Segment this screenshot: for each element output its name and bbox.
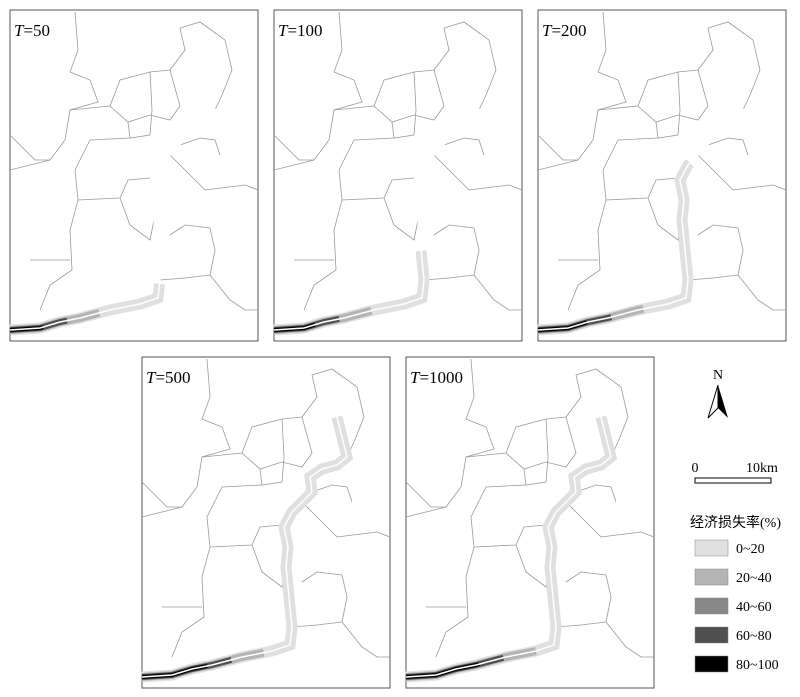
river [9, 69, 216, 331]
river [141, 416, 348, 678]
map-panel: T=1000 [405, 356, 655, 689]
panel-symbol: T [410, 368, 421, 387]
panel-period: =100 [287, 21, 322, 40]
panel-period: =50 [23, 21, 50, 40]
legend-swatch [694, 597, 729, 615]
scale-label: 10km [746, 461, 778, 476]
scale-label: 0 [692, 461, 699, 476]
panel-label: T=50 [14, 21, 50, 40]
scale-bar [694, 477, 772, 484]
legend-label: 20~40 [736, 571, 772, 586]
legend-swatch [694, 626, 729, 644]
panel-frame [537, 9, 787, 342]
map-panel: T=50 [9, 9, 259, 342]
panel-frame [9, 9, 259, 342]
legend-swatch [694, 655, 729, 673]
panel-label: T=200 [542, 21, 587, 40]
legend-label: 0~20 [736, 542, 765, 557]
panel-label: T=100 [278, 21, 323, 40]
river [537, 69, 744, 331]
map-panel: T=500 [141, 356, 391, 689]
legend-swatch [694, 539, 729, 557]
panel-symbol: T [146, 368, 157, 387]
river [273, 69, 480, 331]
panel-symbol: T [542, 21, 553, 40]
legend-swatch [694, 568, 729, 586]
legend-label: 80~100 [736, 658, 779, 673]
panel-period: =1000 [419, 368, 463, 387]
north-label: N [713, 368, 723, 383]
panel-frame [141, 356, 391, 689]
river [405, 416, 612, 678]
map-panel: T=100 [273, 9, 523, 342]
legend-title: 经济损失率(%) [690, 514, 781, 531]
north-arrow [707, 384, 719, 419]
map-panel: T=200 [537, 9, 787, 342]
panel-frame [273, 9, 523, 342]
panel-symbol: T [278, 21, 289, 40]
panel-label: T=500 [146, 368, 191, 387]
panel-period: =500 [155, 368, 190, 387]
north-arrow [718, 385, 728, 418]
panel-symbol: T [14, 21, 25, 40]
panel-period: =200 [551, 21, 586, 40]
legend-label: 60~80 [736, 629, 772, 644]
legend-label: 40~60 [736, 600, 772, 615]
panel-frame [405, 356, 655, 689]
panel-label: T=1000 [410, 368, 463, 387]
